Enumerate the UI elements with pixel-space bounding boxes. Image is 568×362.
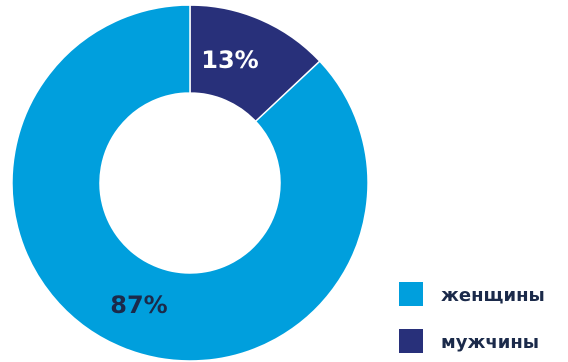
slice-labels: 13% 87%: [110, 46, 258, 319]
legend-swatch-women: [399, 282, 423, 306]
donut-slices: [11, 4, 369, 362]
legend-label-men: мужчины: [441, 332, 539, 353]
slice-label-men: 13%: [201, 46, 258, 74]
slice-women: [11, 4, 369, 362]
legend-label-women: женщины: [441, 285, 545, 306]
slice-label-women: 87%: [110, 291, 167, 319]
legend-swatch-men: [399, 329, 423, 353]
chart-legend: женщины мужчины: [399, 282, 545, 353]
